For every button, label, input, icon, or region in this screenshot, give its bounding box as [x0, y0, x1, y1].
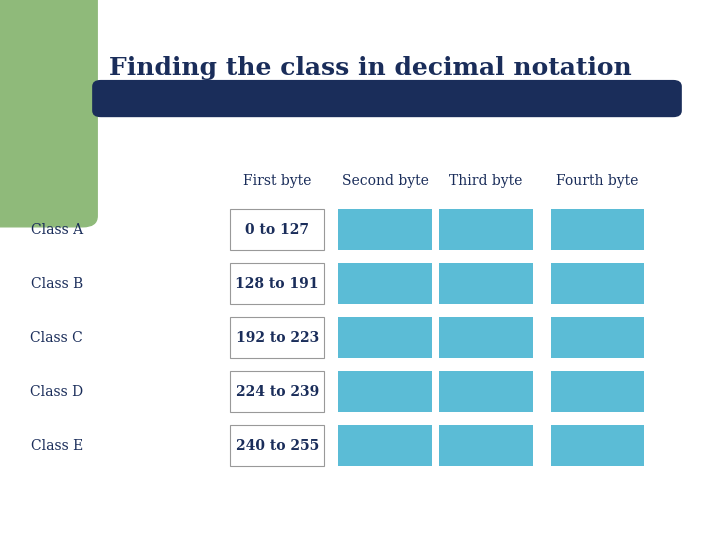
Bar [230, 263, 324, 303]
Text: Class D: Class D [30, 384, 83, 399]
Bar [230, 426, 324, 465]
Bar [230, 372, 324, 411]
Text: Fourth byte: Fourth byte [557, 174, 639, 188]
Text: 192 to 223: 192 to 223 [235, 330, 319, 345]
Bar [551, 317, 644, 357]
Text: 128 to 191: 128 to 191 [235, 276, 319, 291]
Text: Second byte: Second byte [342, 174, 428, 188]
Bar [230, 209, 324, 249]
Bar [338, 317, 432, 357]
Bar [551, 372, 644, 411]
Bar [0, 0, 42, 216]
Bar [338, 426, 432, 465]
Bar [551, 209, 644, 249]
Bar [230, 317, 324, 357]
Bar [439, 263, 533, 303]
Text: 224 to 239: 224 to 239 [235, 384, 319, 399]
Text: Class C: Class C [30, 330, 83, 345]
Bar [338, 209, 432, 249]
FancyBboxPatch shape [92, 80, 682, 117]
Text: Class E: Class E [30, 438, 83, 453]
Text: 240 to 255: 240 to 255 [235, 438, 319, 453]
Bar [338, 372, 432, 411]
Bar [551, 426, 644, 465]
FancyBboxPatch shape [0, 0, 97, 227]
Bar [439, 426, 533, 465]
Bar [338, 263, 432, 303]
Text: Class B: Class B [30, 276, 83, 291]
Text: Class A: Class A [31, 222, 83, 237]
Bar [439, 209, 533, 249]
Bar [439, 372, 533, 411]
Bar [551, 263, 644, 303]
Text: Finding the class in decimal notation: Finding the class in decimal notation [109, 56, 632, 79]
Text: 0 to 127: 0 to 127 [246, 222, 309, 237]
Text: First byte: First byte [243, 174, 311, 188]
Text: Third byte: Third byte [449, 174, 523, 188]
Bar [439, 317, 533, 357]
